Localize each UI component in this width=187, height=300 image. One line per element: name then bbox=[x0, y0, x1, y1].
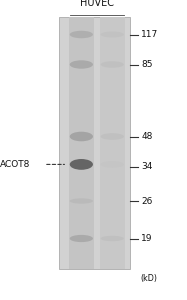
FancyBboxPatch shape bbox=[69, 16, 94, 268]
Text: 117: 117 bbox=[141, 30, 158, 39]
Text: 26: 26 bbox=[141, 196, 153, 206]
Ellipse shape bbox=[70, 198, 93, 204]
Text: 85: 85 bbox=[141, 60, 153, 69]
Ellipse shape bbox=[101, 32, 124, 38]
Ellipse shape bbox=[70, 132, 93, 141]
Text: ACOT8: ACOT8 bbox=[0, 160, 30, 169]
Ellipse shape bbox=[70, 159, 93, 170]
Ellipse shape bbox=[70, 235, 93, 242]
Ellipse shape bbox=[101, 61, 124, 68]
FancyBboxPatch shape bbox=[99, 16, 125, 268]
Ellipse shape bbox=[70, 31, 93, 38]
Text: 19: 19 bbox=[141, 234, 153, 243]
Text: HUVEC: HUVEC bbox=[80, 0, 114, 8]
Ellipse shape bbox=[101, 133, 124, 140]
Ellipse shape bbox=[101, 161, 124, 168]
FancyBboxPatch shape bbox=[59, 16, 130, 268]
Ellipse shape bbox=[101, 236, 124, 241]
Ellipse shape bbox=[70, 60, 93, 69]
Text: 34: 34 bbox=[141, 162, 153, 171]
Text: (kD): (kD) bbox=[140, 274, 157, 284]
Text: 48: 48 bbox=[141, 132, 153, 141]
